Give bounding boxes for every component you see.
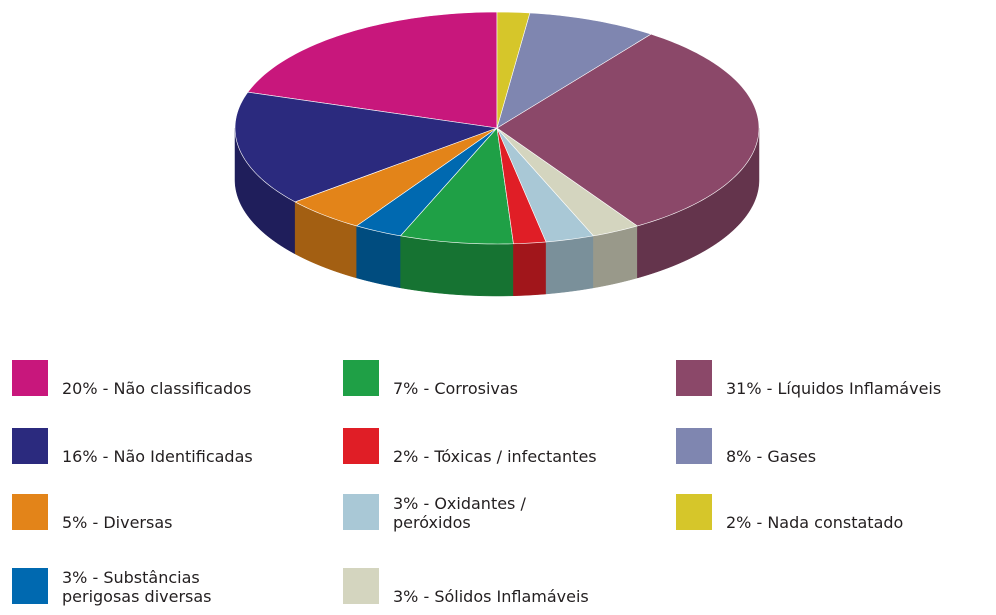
legend-item: 31% - Líquidos Inflamáveis <box>676 360 942 398</box>
legend-label: 3% - Oxidantes / peróxidos <box>393 494 526 532</box>
pie-slice <box>496 127 639 237</box>
legend-label: 5% - Diversas <box>62 513 173 532</box>
legend-label: 2% - Tóxicas / infectantes <box>393 447 597 466</box>
legend-item: 2% - Tóxicas / infectantes <box>343 428 597 466</box>
legend-label: 3% - Sólidos Inflamáveis <box>393 587 589 606</box>
legend-label: 8% - Gases <box>726 447 817 466</box>
pie-slice-side <box>593 225 638 289</box>
legend-swatch <box>676 494 712 530</box>
legend-label: 16% - Não Identificadas <box>62 447 253 466</box>
legend-item: 3% - Oxidantes / peróxidos <box>343 494 563 532</box>
pie-slice <box>496 127 595 243</box>
pie-slice <box>496 33 760 227</box>
legend-item: 16% - Não Identificadas <box>12 428 253 466</box>
pie-slice <box>355 127 498 237</box>
legend-item: 20% - Não classificados <box>12 360 252 398</box>
pie-slice-side <box>356 225 401 289</box>
legend-swatch <box>343 360 379 396</box>
pie-slice <box>234 91 498 203</box>
legend-item: 8% - Gases <box>676 428 817 466</box>
pie-chart <box>234 11 760 297</box>
legend-item: 2% - Nada constatado <box>676 494 904 532</box>
legend-label: 20% - Não classificados <box>62 379 252 398</box>
legend-item: 7% - Corrosivas <box>343 360 518 398</box>
pie-slice <box>247 11 498 129</box>
pie-slice <box>399 127 514 245</box>
legend-swatch <box>676 428 712 464</box>
legend-label: 7% - Corrosivas <box>393 379 518 398</box>
legend-label: 3% - Substâncias perigosas diversas <box>62 568 212 606</box>
legend-swatch <box>12 568 48 604</box>
pie-slice-side <box>513 241 547 297</box>
legend-label: 31% - Líquidos Inflamáveis <box>726 379 942 398</box>
legend-swatch <box>12 360 48 396</box>
legend-label: 2% - Nada constatado <box>726 513 904 532</box>
legend-item: 5% - Diversas <box>12 494 173 532</box>
legend-swatch <box>676 360 712 396</box>
pie-slice <box>294 127 498 227</box>
legend-item: 3% - Sólidos Inflamáveis <box>343 568 589 606</box>
legend-item: 3% - Substâncias perigosas diversas <box>12 568 232 606</box>
pie-slice-side <box>545 235 594 295</box>
pie-slice <box>496 12 652 129</box>
legend-swatch <box>343 428 379 464</box>
pie-slice <box>496 11 531 129</box>
legend-swatch <box>12 494 48 530</box>
legend-swatch <box>12 428 48 464</box>
legend-swatch <box>343 568 379 604</box>
legend-swatch <box>343 494 379 530</box>
pie-slice-side <box>400 235 514 297</box>
